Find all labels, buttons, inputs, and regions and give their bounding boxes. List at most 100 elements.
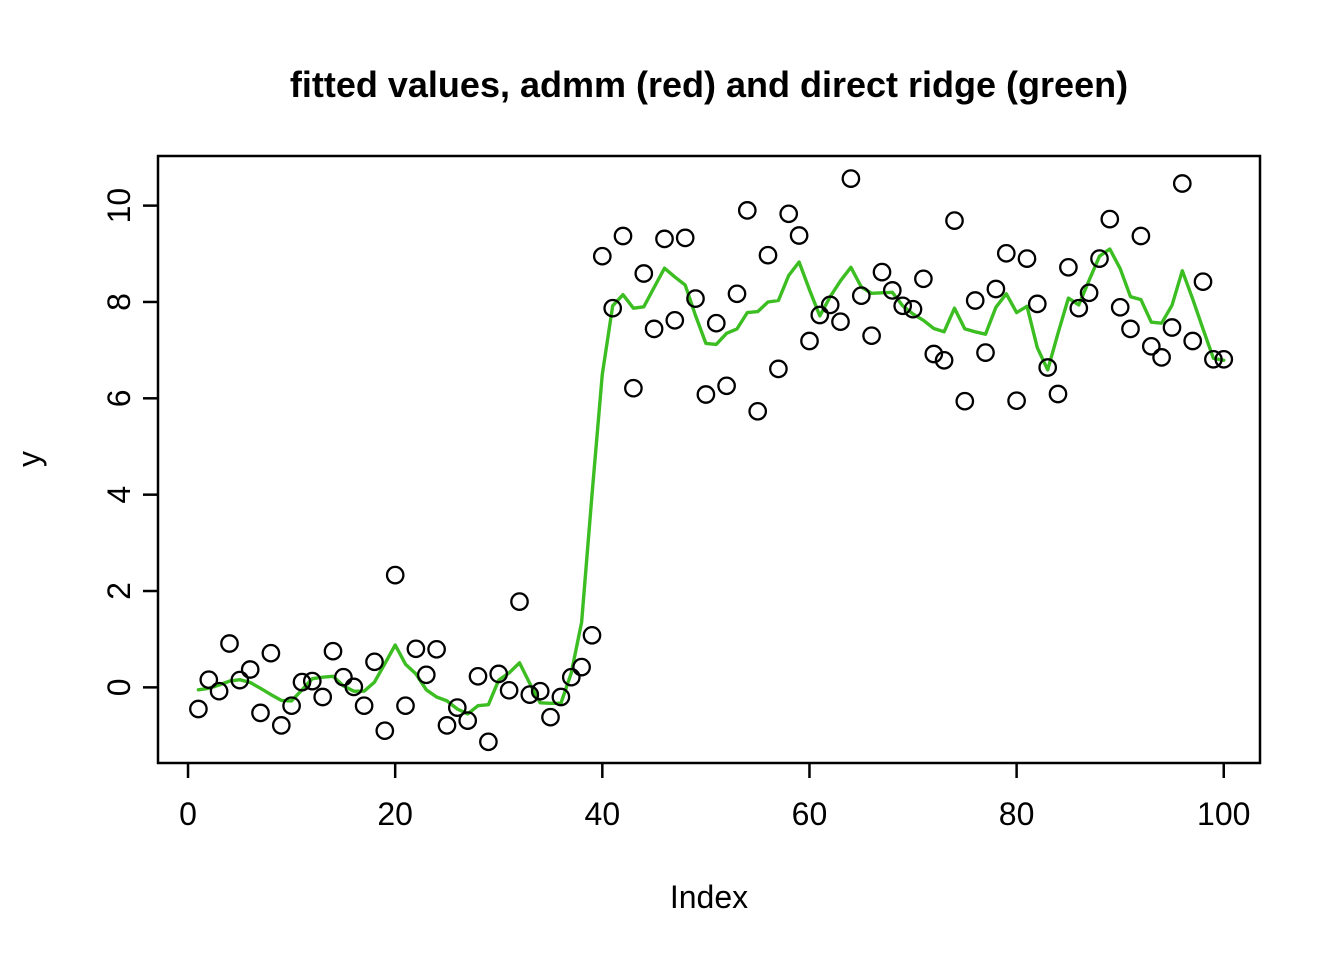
data-point [1069,298,1089,318]
scatter-points [189,169,1234,752]
x-tick-label: 80 [999,796,1035,832]
data-point [1183,331,1203,351]
data-point [1162,318,1182,337]
data-point [499,680,519,700]
data-point [365,652,384,672]
data-point [530,681,550,701]
ridge-fit-line [196,247,1226,716]
data-point [603,298,623,318]
x-tick-label: 40 [585,796,621,832]
data-point [551,687,571,707]
data-point [302,671,322,691]
data-point [416,665,436,685]
y-tick-label: 0 [101,678,137,696]
data-point [489,664,509,684]
data-point [634,264,654,283]
y-axis-title: y [11,451,47,467]
data-point [344,677,364,697]
data-point [1027,294,1047,314]
y-axis-ticks: 0 2 4 6 8 10 [101,188,158,696]
y-tick-label: 2 [101,582,137,600]
data-point [323,641,343,661]
x-tick-label: 60 [792,796,828,832]
plot-title: fitted values, admm (red) and direct rid… [290,64,1128,105]
data-point [706,313,726,333]
data-point [406,639,426,659]
y-tick-label: 10 [101,188,137,224]
ridge-fit-path [196,247,1226,716]
data-point [261,643,281,663]
data-point [1007,391,1026,411]
data-point [354,696,374,716]
data-point [1131,226,1151,246]
data-point [737,201,757,220]
data-point [820,295,840,315]
data-point [655,229,674,249]
data-point [541,707,560,727]
data-point [1110,297,1130,317]
plot-border-box [156,154,1262,765]
data-point [458,711,478,730]
data-point [800,331,819,351]
data-point [520,685,540,704]
data-point [789,226,809,245]
x-tick-label: 100 [1197,796,1250,832]
data-point [696,385,716,404]
data-point [965,291,985,310]
x-axis-ticks: 0 20 40 60 80 100 [179,763,1250,832]
data-point [779,204,799,224]
data-point [468,666,488,686]
data-point [1100,209,1120,229]
data-point [769,359,788,379]
data-point [561,667,581,687]
data-point [717,376,736,396]
y-tick-label: 8 [101,293,137,311]
data-point [934,350,954,370]
data-point [271,716,291,735]
data-point [727,284,747,304]
data-point [1017,249,1037,268]
data-point [831,312,850,332]
data-point [1214,349,1234,369]
y-tick-label: 6 [101,389,137,407]
data-point [675,228,695,248]
data-point [437,716,457,735]
data-point [240,660,260,679]
data-point [220,634,239,653]
data-point [189,699,208,719]
x-axis-title: Index [670,879,748,915]
data-point [748,401,768,421]
data-point [313,687,333,707]
data-point [375,721,395,741]
data-point [841,169,861,188]
data-point [914,269,933,289]
data-point [1193,272,1213,292]
data-point [1141,336,1161,356]
data-point [1121,319,1140,339]
data-point [903,299,923,319]
data-point [510,592,529,611]
y-tick-label: 4 [101,486,137,504]
data-point [862,326,881,346]
x-tick-label: 20 [377,796,413,832]
data-point [479,732,498,752]
data-point [613,226,633,246]
data-point [624,378,643,398]
data-point [665,310,685,330]
data-point [230,670,250,690]
data-point [1079,283,1099,303]
data-point [1172,174,1192,193]
data-point [385,565,405,585]
data-point [1090,249,1109,268]
data-point [644,319,664,339]
data-point [1048,384,1068,404]
data-point [334,667,353,687]
data-point [1204,349,1223,369]
data-point [1059,257,1078,277]
data-point [872,262,892,282]
data-point [1038,358,1058,377]
data-point [882,281,902,300]
data-point [996,243,1016,263]
